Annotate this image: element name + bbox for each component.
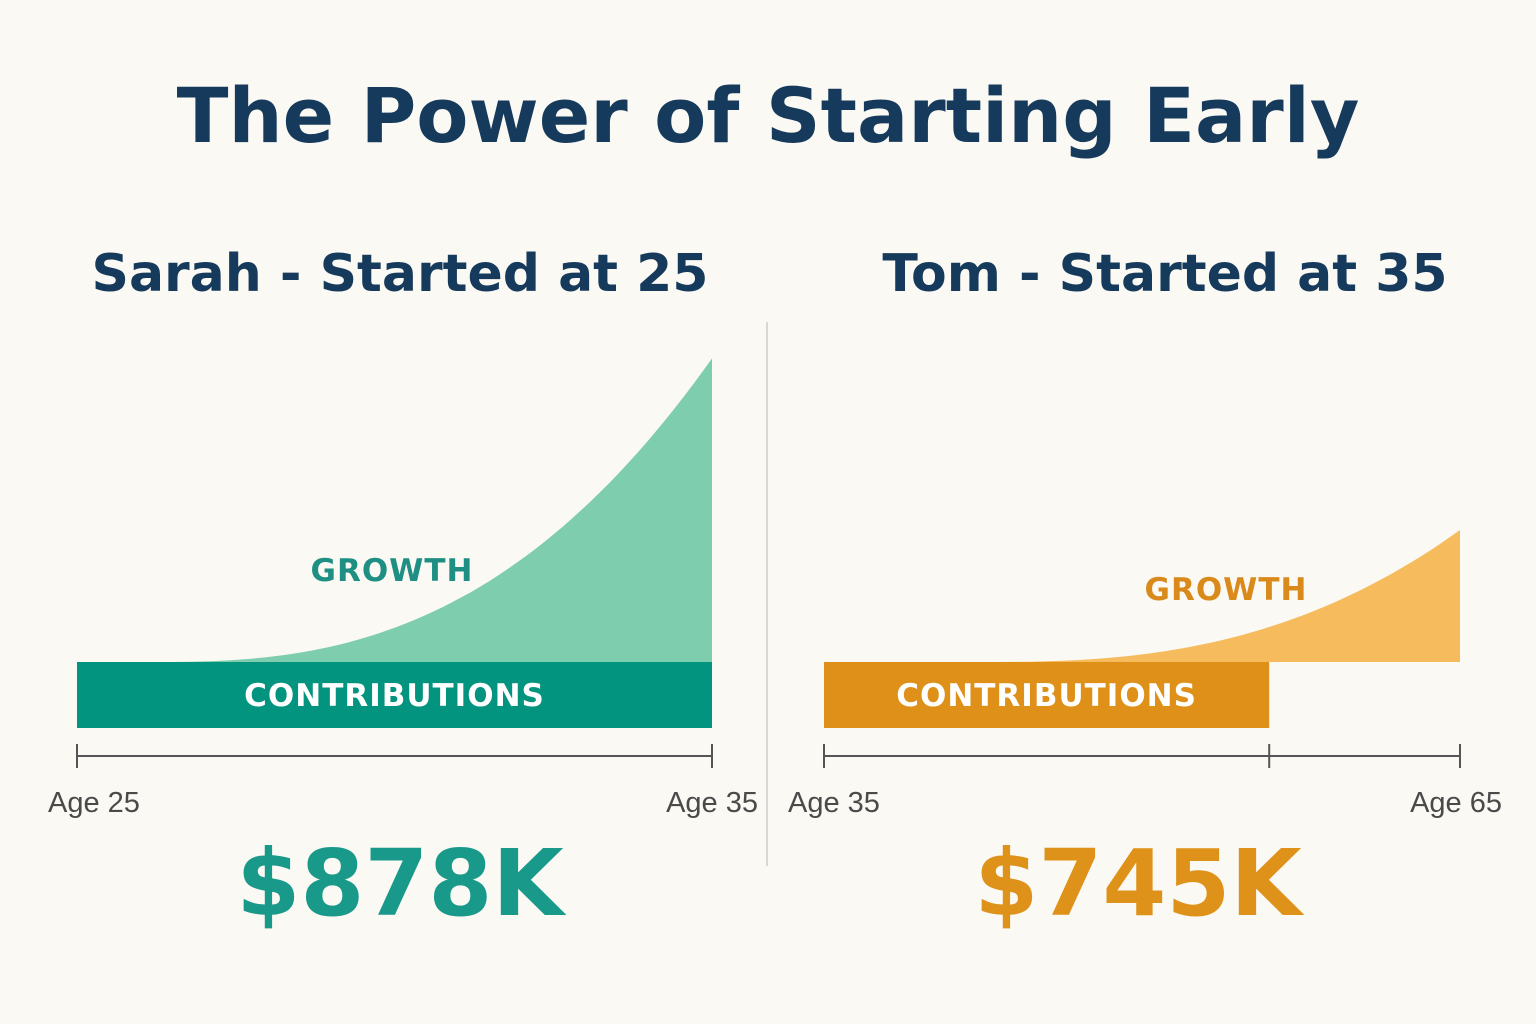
tom-panel-title: Tom - Started at 35: [882, 244, 1448, 304]
sarah-contributions-label: CONTRIBUTIONS: [244, 678, 545, 714]
sarah-growth-label: GROWTH: [311, 553, 474, 589]
sarah-age-axis: [76, 744, 713, 768]
page-title: The Power of Starting Early: [176, 71, 1360, 160]
sarah-contributions-bar: [77, 662, 712, 728]
tom-age-axis: [823, 744, 1461, 768]
sarah-chart: GROWTH CONTRIBUTIONS Age 25 Age 35: [48, 358, 758, 819]
tom-chart: GROWTH CONTRIBUTIONS Age 35 Age 65: [788, 530, 1502, 819]
sarah-total-value: $878K: [236, 830, 564, 937]
sarah-start-age-label: Age 25: [48, 787, 140, 819]
tom-end-age-label: Age 65: [1410, 787, 1502, 819]
sarah-panel-title: Sarah - Started at 25: [91, 244, 709, 304]
tom-growth-area: [983, 530, 1460, 662]
tom-start-age-label: Age 35: [788, 787, 880, 819]
tom-contributions-bar: [824, 662, 1270, 728]
tom-total-value: $745K: [974, 830, 1302, 937]
panel-divider: [766, 322, 768, 866]
tom-contributions-label: CONTRIBUTIONS: [896, 678, 1197, 714]
sarah-growth-area: [153, 358, 712, 662]
sarah-end-age-label: Age 35: [666, 787, 758, 819]
tom-growth-label: GROWTH: [1145, 572, 1308, 608]
